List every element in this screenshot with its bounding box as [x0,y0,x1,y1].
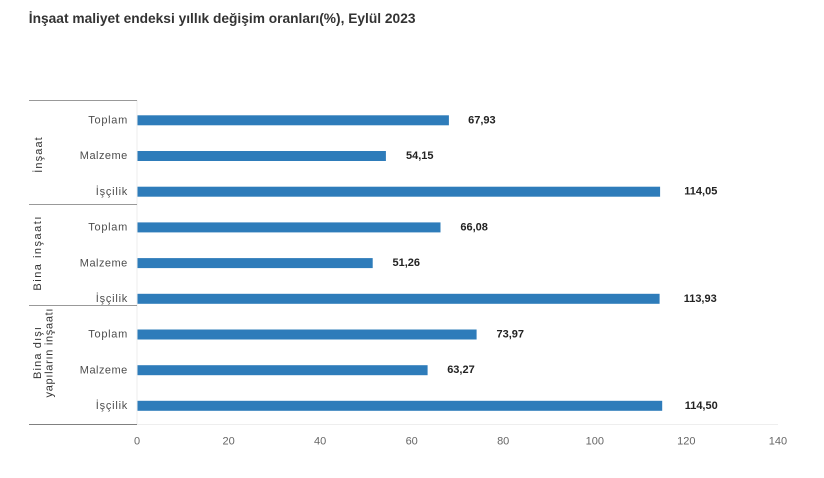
svg-text:114,05: 114,05 [684,186,717,198]
svg-text:Malzeme: Malzeme [80,257,128,269]
svg-text:63,27: 63,27 [447,364,475,376]
svg-text:İşçilik: İşçilik [96,399,128,412]
svg-text:60: 60 [406,436,418,448]
svg-text:54,15: 54,15 [406,150,434,162]
svg-text:Toplam: Toplam [88,115,127,127]
svg-text:Malzeme: Malzeme [80,364,128,376]
svg-text:Bina inşaatı: Bina inşaatı [32,217,44,291]
svg-text:İnşaat: İnşaat [32,137,45,173]
svg-text:140: 140 [769,436,787,448]
svg-text:114,50: 114,50 [685,400,718,412]
svg-text:80: 80 [497,436,509,448]
svg-text:Bina dışı: Bina dışı [32,327,44,379]
svg-text:120: 120 [677,436,695,448]
svg-text:yapıların inşaatı: yapıların inşaatı [44,309,56,398]
svg-text:İşçilik: İşçilik [96,185,128,198]
svg-text:Malzeme: Malzeme [80,150,128,162]
svg-text:İşçilik: İşçilik [96,292,128,305]
svg-text:20: 20 [222,436,234,448]
svg-text:100: 100 [586,436,604,448]
svg-text:İnşaat maliyet endeksi yıllık: İnşaat maliyet endeksi yıllık değişim or… [29,10,416,26]
svg-text:51,26: 51,26 [393,257,421,269]
svg-text:0: 0 [134,436,140,448]
svg-text:66,08: 66,08 [460,221,488,233]
svg-text:73,97: 73,97 [497,329,525,341]
svg-text:40: 40 [314,436,326,448]
svg-text:Toplam: Toplam [88,329,127,341]
svg-text:67,93: 67,93 [468,114,496,126]
svg-text:113,93: 113,93 [684,293,717,305]
svg-text:Toplam: Toplam [88,222,127,234]
